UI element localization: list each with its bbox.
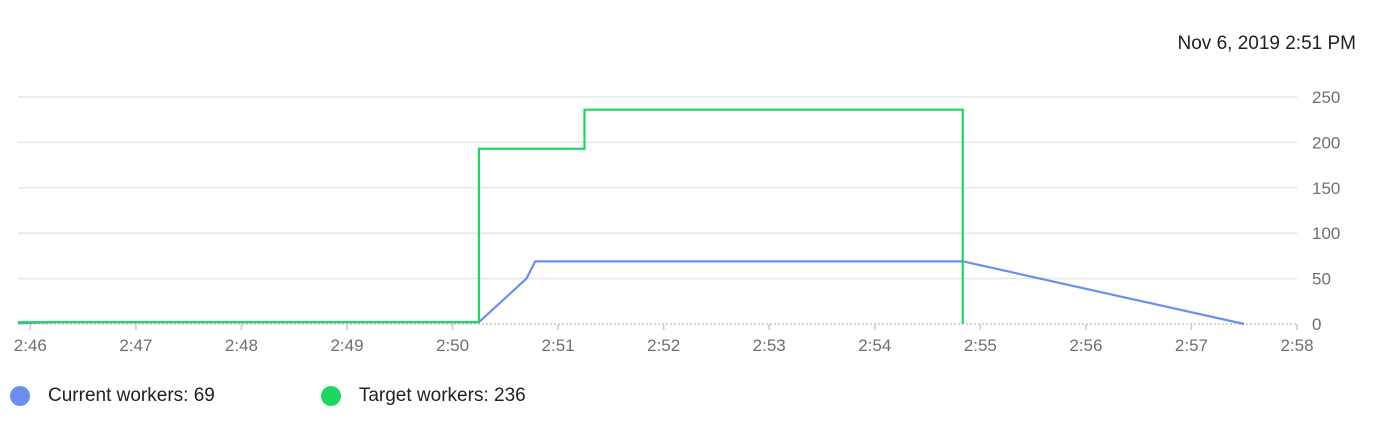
x-tick-label: 2:50 [436,336,469,355]
grid-lines [18,96,1297,325]
x-tick-label: 2:54 [858,336,891,355]
y-tick-label: 150 [1312,179,1340,198]
series-line-current-workers[interactable] [17,260,1245,326]
chart-legend: Current workers: 69 Target workers: 236 [10,385,632,407]
y-tick-label: 0 [1312,315,1321,334]
y-tick-label: 200 [1312,133,1340,152]
legend-item-current-workers[interactable]: Current workers: 69 [10,385,215,407]
chart-timestamp: Nov 6, 2019 2:51 PM [1177,33,1357,54]
workers-line-chart: 2:46 2:47 2:48 2:49 2:50 2:51 2:52 2:53 2:54 2:55… [14,88,1341,355]
x-axis-ticks: 2:46 2:47 2:48 2:49 2:50 2:51 2:52 2:53 2:54 2:55… [14,324,1314,355]
x-tick-label: 2:51 [542,336,575,355]
x-tick-label: 2:58 [1280,336,1313,355]
x-tick-label: 2:47 [119,336,152,355]
y-tick-label: 50 [1312,270,1331,289]
legend-item-target-workers[interactable]: Target workers: 236 [320,385,526,407]
y-axis-ticks: 0 50 100 150 200 250 [1312,88,1340,334]
legend-label-current-workers: Current workers: 69 [48,385,215,406]
legend-dot-current-workers [10,386,30,406]
legend-dot-target-workers [320,386,341,406]
legend-label-target-workers: Target workers: 236 [358,385,526,406]
x-tick-label: 2:57 [1175,336,1208,355]
x-tick-label: 2:49 [330,336,363,355]
series-line-target-workers[interactable] [18,108,964,324]
x-tick-label: 2:52 [647,336,680,355]
x-tick-label: 2:55 [964,336,997,355]
x-tick-label: 2:48 [225,336,258,355]
x-tick-label: 2:46 [14,336,47,355]
x-tick-label: 2:56 [1069,336,1102,355]
series-layer [17,108,1245,326]
x-tick-label: 2:53 [753,336,786,355]
y-tick-label: 100 [1312,224,1340,243]
y-tick-label: 250 [1312,88,1340,107]
